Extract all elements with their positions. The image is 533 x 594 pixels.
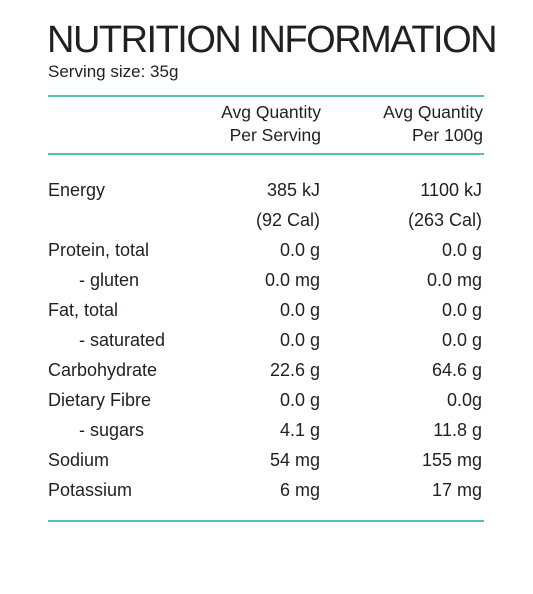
header-per-100g-line1: Avg Quantity — [383, 102, 483, 122]
table-row: Potassium 6 mg 17 mg — [48, 475, 484, 505]
per-serving-value: 0.0 g — [279, 240, 320, 260]
header-per-serving-line2: Per Serving — [229, 125, 321, 145]
nutrient-name: - sugars — [79, 420, 145, 440]
table-row: Fat, total 0.0 g 0.0 g — [48, 295, 484, 325]
header-per-serving-line1: Avg Quantity — [221, 102, 321, 122]
nutrient-name: - gluten — [79, 270, 140, 290]
per-100g-value: 0.0 g — [441, 330, 482, 350]
nutrient-name: Protein, total — [48, 240, 150, 260]
table-row: Carbohydrate 22.6 g 64.6 g — [48, 355, 484, 385]
per-serving-value: 22.6 g — [269, 360, 320, 380]
per-100g-value: 17 mg — [431, 480, 482, 500]
per-serving-value: 4.1 g — [279, 420, 320, 440]
nutrient-name: - saturated — [79, 330, 166, 350]
per-100g-value: 0.0 g — [441, 300, 482, 320]
per-serving-value: 0.0 g — [279, 300, 320, 320]
per-serving-value: 0.0 mg — [264, 270, 320, 290]
header-per-100g: Avg Quantity Per 100g — [383, 101, 483, 147]
nutrient-table: Energy 385 kJ 1100 kJ (92 Cal) (263 Cal)… — [48, 175, 484, 505]
per-100g-value: (263 Cal) — [407, 210, 482, 230]
per-serving-value: (92 Cal) — [255, 210, 320, 230]
table-row: Dietary Fibre 0.0 g 0.0g — [48, 385, 484, 415]
per-100g-value: 64.6 g — [431, 360, 482, 380]
table-row: (92 Cal) (263 Cal) — [48, 205, 484, 235]
table-row: - gluten 0.0 mg 0.0 mg — [48, 265, 484, 295]
table-row: Protein, total 0.0 g 0.0 g — [48, 235, 484, 265]
nutrient-name: Fat, total — [48, 300, 119, 320]
per-100g-value: 1100 kJ — [420, 180, 482, 200]
header-per-serving: Avg Quantity Per Serving — [221, 101, 321, 147]
per-serving-value: 385 kJ — [266, 180, 320, 200]
bottom-divider — [48, 520, 484, 522]
nutrient-name: Carbohydrate — [48, 360, 158, 380]
panel-title: NUTRITION INFORMATION — [47, 19, 498, 61]
header-per-100g-line2: Per 100g — [411, 125, 483, 145]
nutrient-name: Energy — [48, 180, 106, 200]
per-100g-value: 0.0g — [446, 390, 482, 410]
table-row: - saturated 0.0 g 0.0 g — [48, 325, 484, 355]
table-row: Sodium 54 mg 155 mg — [48, 445, 484, 475]
nutrient-name: Dietary Fibre — [48, 390, 152, 410]
per-100g-value: 11.8 g — [433, 420, 482, 440]
nutrient-name: Potassium — [48, 480, 133, 500]
per-100g-value: 155 mg — [421, 450, 482, 470]
per-serving-value: 54 mg — [269, 450, 320, 470]
per-serving-value: 0.0 g — [279, 390, 320, 410]
nutrient-name: Sodium — [48, 450, 110, 470]
table-row: Energy 385 kJ 1100 kJ — [48, 175, 484, 205]
serving-size: Serving size: 35g — [48, 62, 179, 81]
table-row: - sugars 4.1 g 11.8 g — [48, 415, 484, 445]
top-divider — [48, 95, 484, 97]
per-100g-value: 0.0 g — [441, 240, 482, 260]
per-serving-value: 0.0 g — [279, 330, 320, 350]
per-serving-value: 6 mg — [279, 480, 320, 500]
per-100g-value: 0.0 mg — [426, 270, 482, 290]
header-divider — [48, 153, 484, 155]
